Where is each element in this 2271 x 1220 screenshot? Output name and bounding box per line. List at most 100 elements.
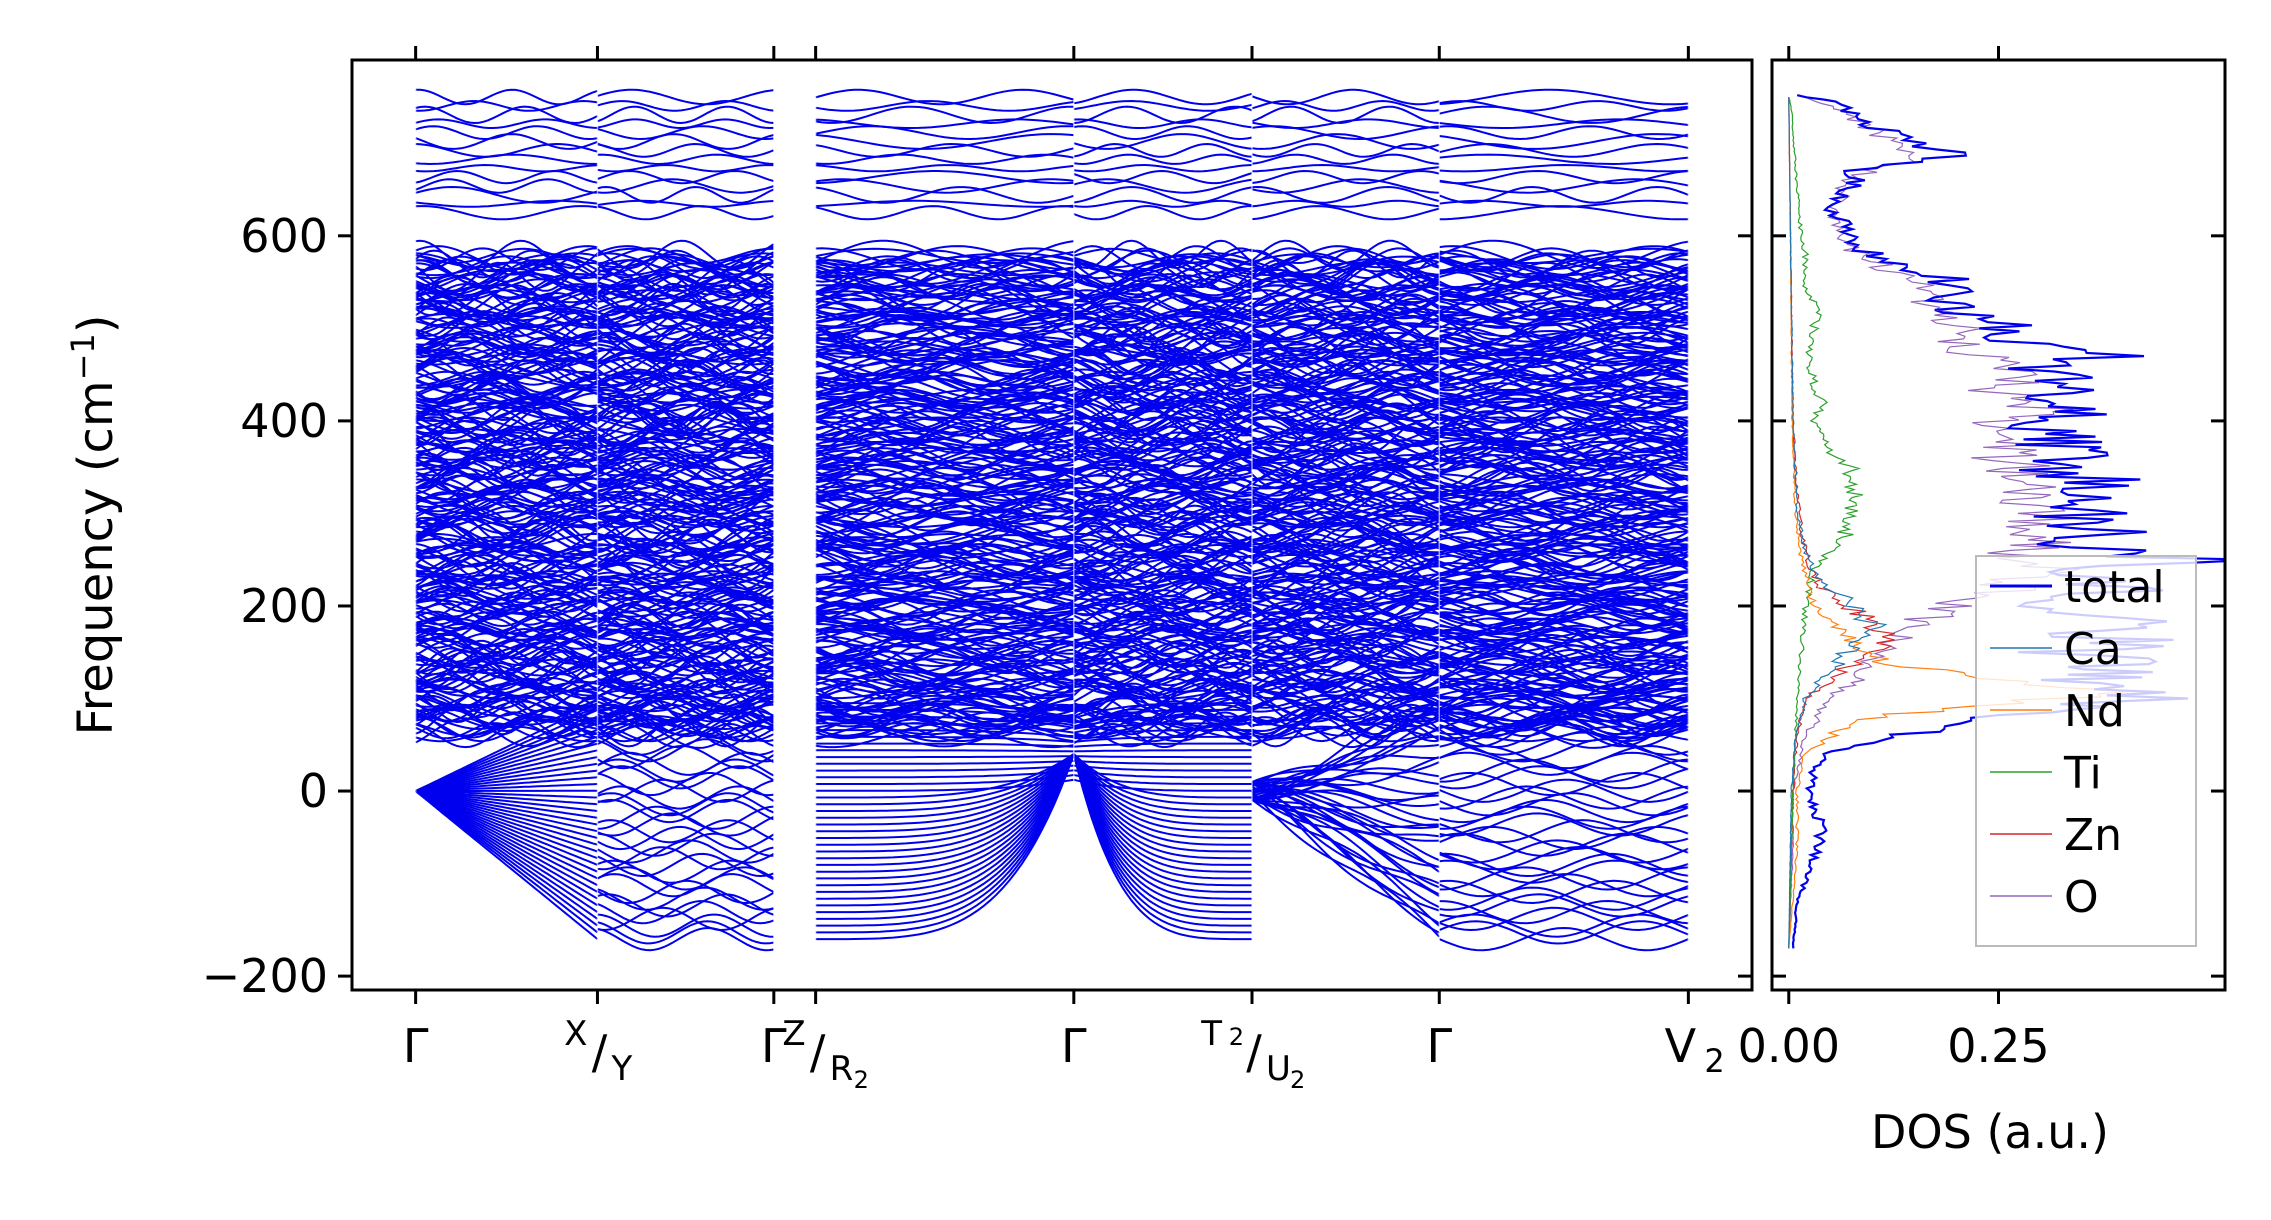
band-line bbox=[1073, 622, 1253, 639]
band-line bbox=[1251, 492, 1440, 516]
band-line bbox=[1073, 639, 1253, 665]
band-line bbox=[1251, 797, 1440, 909]
band-line bbox=[1438, 442, 1689, 469]
band-line bbox=[597, 690, 775, 716]
band-line bbox=[597, 395, 775, 413]
band-line bbox=[815, 570, 1075, 586]
band-line bbox=[1251, 668, 1440, 693]
band-line bbox=[1251, 491, 1440, 520]
band-line bbox=[815, 753, 1075, 927]
band-line bbox=[415, 185, 598, 204]
band-line bbox=[1073, 764, 1252, 772]
band-line bbox=[1073, 99, 1253, 112]
band-line bbox=[1251, 518, 1440, 547]
band-line bbox=[1251, 632, 1440, 649]
band-line bbox=[415, 284, 598, 299]
legend-label: Nd bbox=[2064, 686, 2125, 737]
band-line bbox=[1438, 447, 1689, 477]
band-line bbox=[815, 715, 1074, 729]
kpoint-label-text: Γ bbox=[1426, 1019, 1452, 1073]
band-line bbox=[1073, 703, 1253, 723]
band-line bbox=[597, 350, 775, 377]
band-line bbox=[1073, 178, 1253, 194]
band-line bbox=[415, 245, 598, 271]
band-lines bbox=[414, 60, 1690, 990]
band-line bbox=[597, 372, 775, 401]
band-line bbox=[1439, 118, 1689, 129]
band-line bbox=[1438, 819, 1689, 844]
band-line bbox=[415, 410, 599, 440]
band-line bbox=[415, 290, 598, 316]
band-line bbox=[1073, 350, 1253, 377]
band-line bbox=[815, 753, 1075, 887]
band-line bbox=[815, 249, 1075, 279]
band-line bbox=[1073, 255, 1253, 276]
band-line bbox=[1251, 639, 1440, 665]
band-line bbox=[1439, 245, 1689, 271]
band-line bbox=[415, 259, 598, 288]
band-line bbox=[1073, 517, 1253, 539]
kpoint-label: Γ bbox=[403, 1019, 429, 1073]
band-line bbox=[415, 498, 598, 516]
band-line bbox=[1072, 753, 1252, 866]
band-line bbox=[815, 753, 1075, 880]
band-line bbox=[415, 480, 599, 511]
band-line bbox=[815, 170, 1074, 185]
band-line bbox=[415, 790, 598, 819]
band-line bbox=[815, 628, 1075, 647]
band-line bbox=[1439, 299, 1689, 322]
band-line bbox=[415, 351, 598, 379]
band-line bbox=[1251, 694, 1440, 709]
band-line bbox=[1072, 753, 1252, 927]
band-line bbox=[1251, 644, 1440, 676]
band-line bbox=[1438, 672, 1689, 696]
band-line bbox=[1251, 790, 1440, 827]
band-line bbox=[1438, 544, 1689, 570]
band-line bbox=[415, 624, 598, 647]
band-line bbox=[815, 753, 1075, 893]
band-line bbox=[1073, 658, 1253, 675]
band-line bbox=[1251, 377, 1440, 402]
band-line bbox=[597, 247, 774, 264]
band-line bbox=[1073, 343, 1253, 359]
band-line bbox=[1439, 893, 1689, 918]
band-line bbox=[415, 790, 598, 893]
kpoint-label: X / Y bbox=[564, 1014, 632, 1089]
band-line bbox=[597, 658, 774, 675]
band-line bbox=[1073, 655, 1253, 684]
band-line bbox=[415, 600, 598, 626]
band-line bbox=[1438, 590, 1689, 617]
band-line bbox=[1251, 368, 1440, 392]
band-line bbox=[815, 491, 1075, 520]
band-line bbox=[815, 753, 1075, 799]
kpoint-label-b: R bbox=[830, 1049, 854, 1089]
band-line bbox=[1439, 812, 1689, 837]
band-line bbox=[415, 790, 598, 839]
band-line bbox=[597, 105, 774, 125]
band-line bbox=[1251, 358, 1440, 382]
band-line bbox=[815, 118, 1074, 129]
band-line bbox=[415, 694, 599, 719]
band-line bbox=[1439, 798, 1689, 824]
band-line bbox=[597, 482, 774, 513]
band-line bbox=[815, 759, 1074, 765]
band-line bbox=[1072, 753, 1252, 826]
band-line bbox=[414, 661, 598, 691]
band-line bbox=[815, 722, 1074, 734]
band-line bbox=[596, 239, 775, 270]
band-line bbox=[596, 322, 775, 354]
band-line bbox=[815, 429, 1075, 459]
band-line bbox=[1438, 524, 1689, 554]
band-line bbox=[1073, 397, 1253, 414]
band-line bbox=[1073, 655, 1253, 674]
band-line bbox=[1073, 581, 1253, 601]
band-line bbox=[597, 846, 775, 871]
band-line bbox=[1439, 153, 1689, 166]
band-line bbox=[815, 611, 1074, 625]
legend-box bbox=[1975, 555, 2197, 947]
band-line bbox=[597, 312, 775, 328]
band-line bbox=[415, 514, 598, 529]
band-line bbox=[597, 819, 775, 844]
